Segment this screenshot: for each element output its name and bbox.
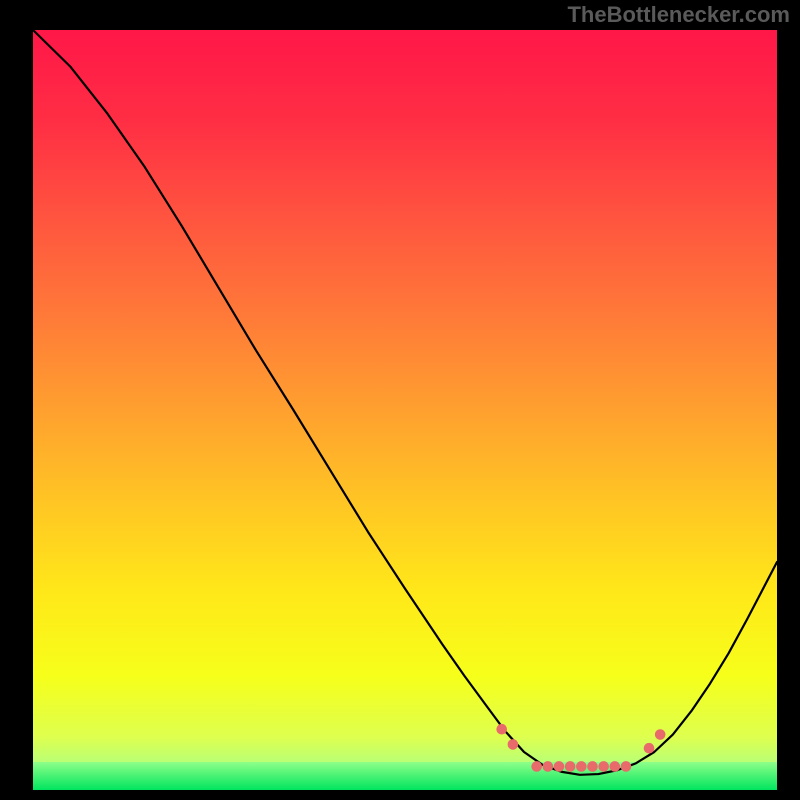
curve-marker (543, 761, 554, 772)
curve-marker (576, 761, 587, 772)
plot-area (33, 30, 777, 790)
bottleneck-curve (33, 30, 777, 775)
marker-group (496, 724, 665, 772)
curve-marker (508, 739, 519, 750)
curve-marker (644, 743, 655, 754)
chart-svg (33, 30, 777, 790)
curve-marker (621, 761, 632, 772)
curve-marker (655, 729, 666, 740)
curve-marker (565, 761, 576, 772)
curve-marker (587, 761, 598, 772)
curve-marker (554, 761, 565, 772)
curve-marker (598, 761, 609, 772)
curve-marker (531, 761, 542, 772)
watermark-text: TheBottlenecker.com (567, 2, 790, 28)
curve-marker (610, 761, 621, 772)
curve-marker (496, 724, 507, 735)
